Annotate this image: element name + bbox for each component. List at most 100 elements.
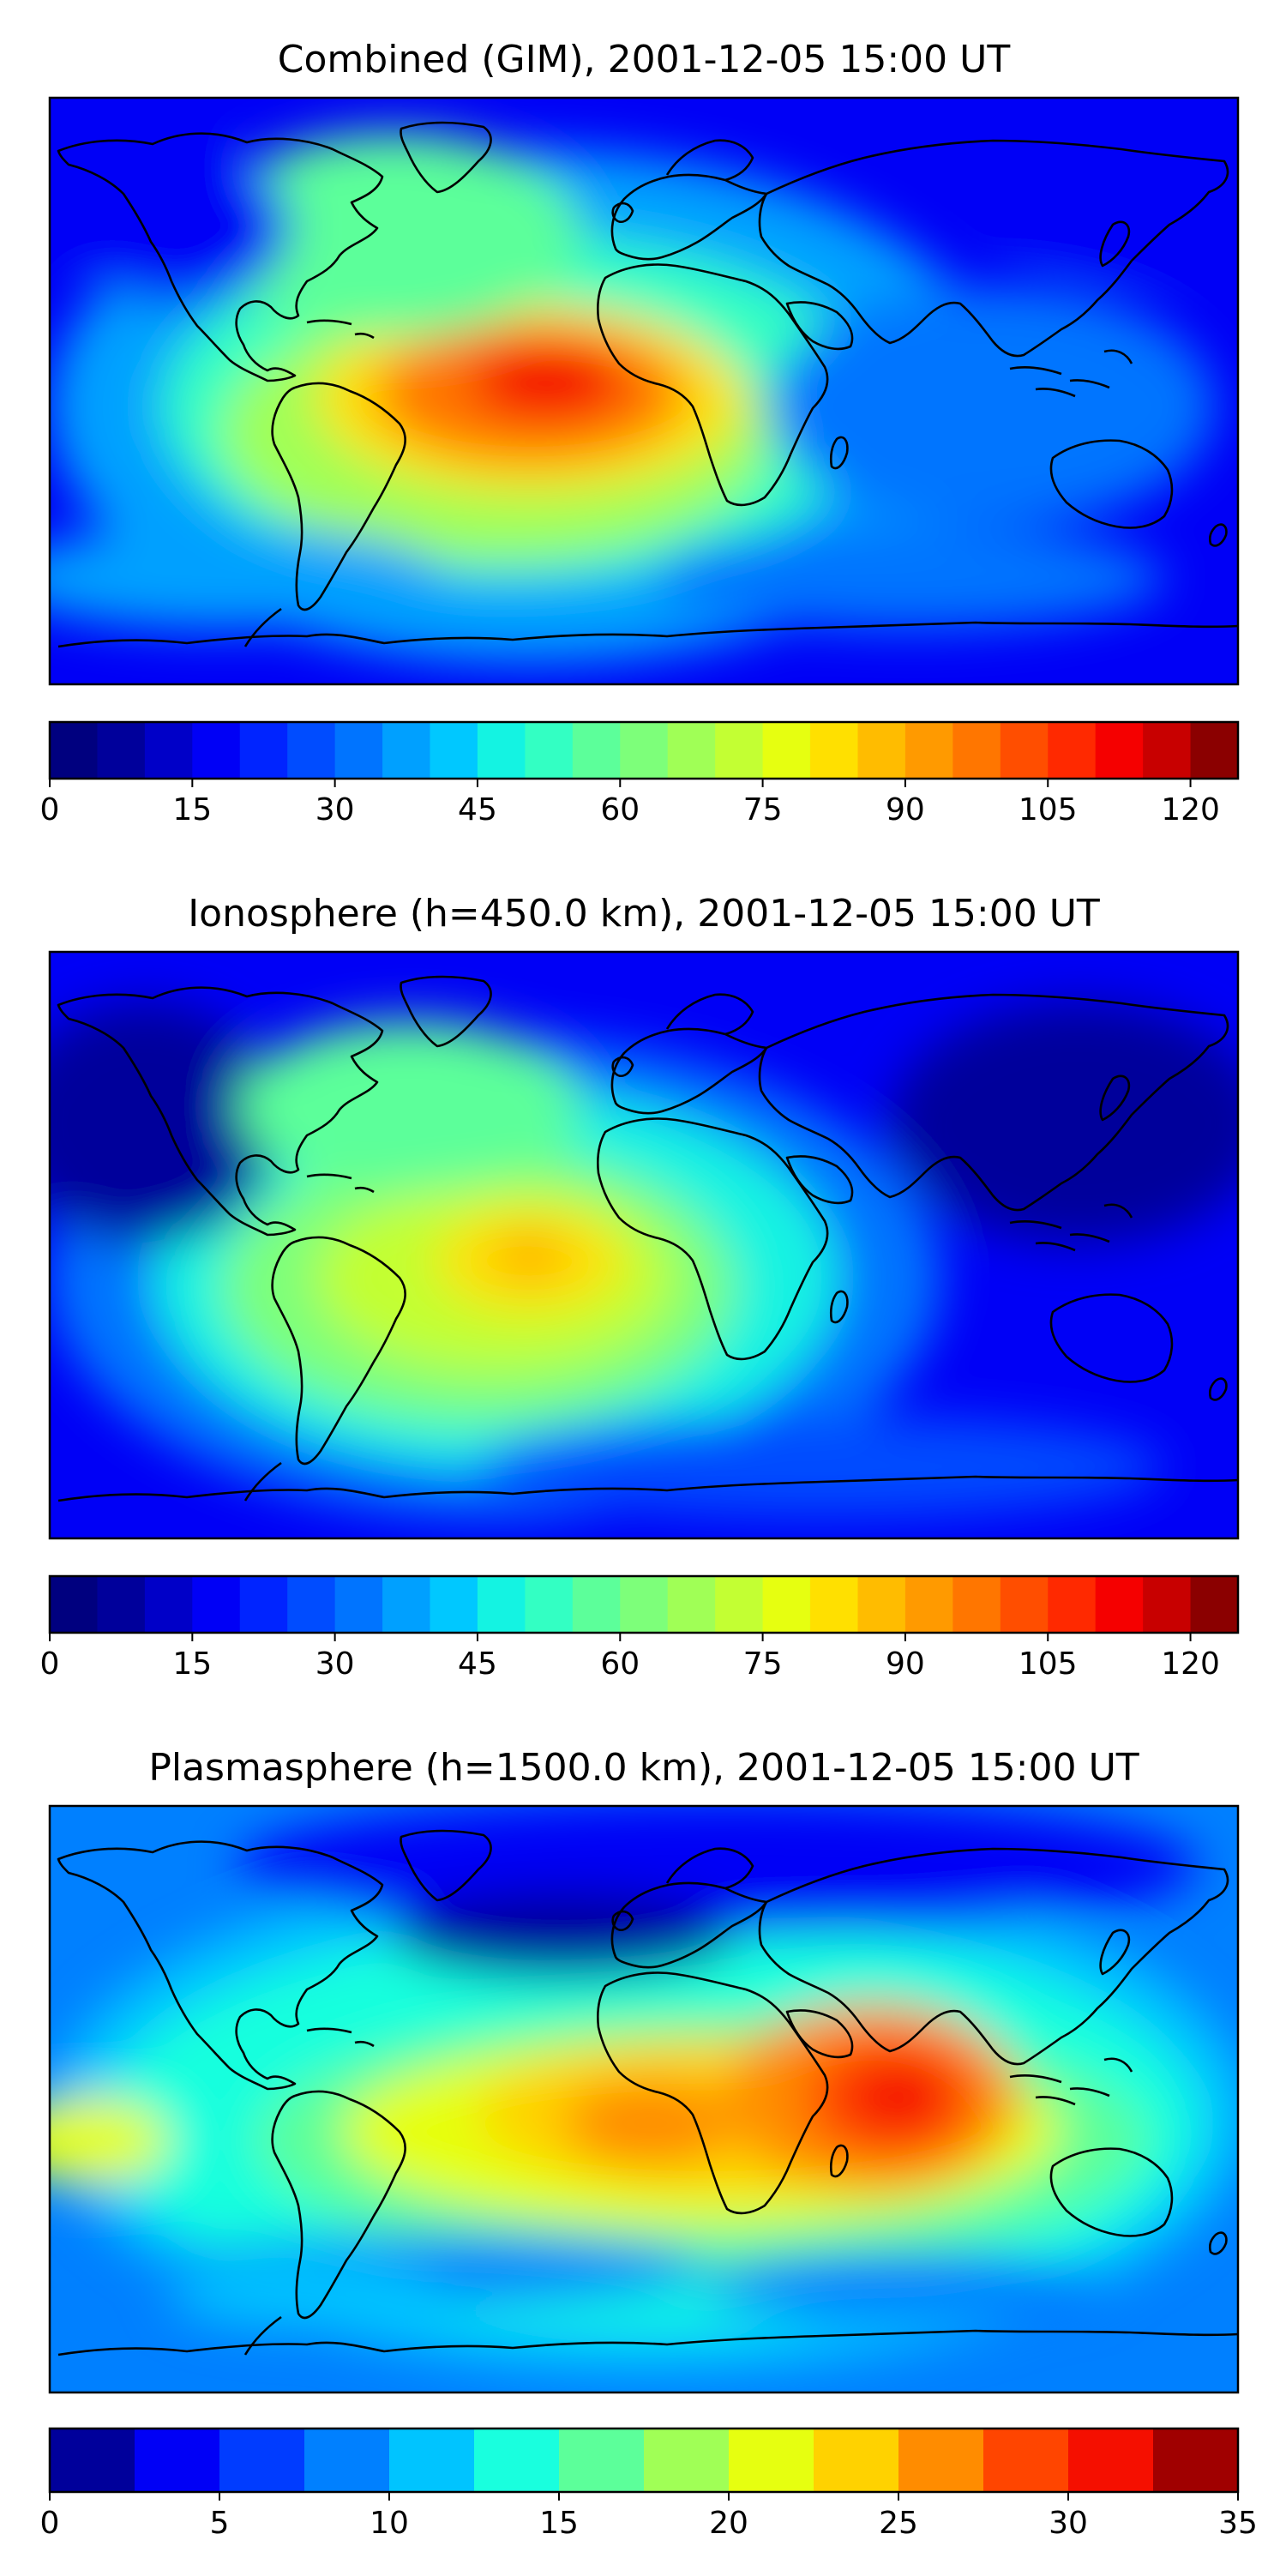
ionosphere-colorbar-segment — [904, 1576, 953, 1633]
combined-colorbar-segment — [97, 722, 146, 779]
ionosphere-colorbar-tick-label: 0 — [40, 1646, 60, 1682]
plasmasphere-title: Plasmasphere (h=1500.0 km), 2001-12-05 1… — [148, 1746, 1139, 1790]
combined-colorbar-tick-label: 30 — [315, 792, 355, 828]
plasmasphere-colorbar-tick-label: 35 — [1218, 2506, 1258, 2541]
plasmasphere-colorbar-segment — [50, 2429, 135, 2492]
combined-colorbar-tick-label: 0 — [40, 792, 60, 828]
combined-colorbar-segment — [477, 722, 526, 779]
ionosphere-colorbar-segment — [1143, 1576, 1192, 1633]
combined-colorbar-segment — [857, 722, 906, 779]
plasmasphere-colorbar-tick-label: 30 — [1049, 2506, 1088, 2541]
plasmasphere-field — [50, 1806, 1238, 2392]
ionosphere-map — [48, 950, 1240, 1540]
combined-colorbar-segment — [715, 722, 764, 779]
plasmasphere-map-frame — [48, 1804, 1240, 2394]
combined-colorbar-tick-label: 45 — [458, 792, 497, 828]
plasmasphere-colorbar-tick-label: 15 — [539, 2506, 579, 2541]
plasmasphere-colorbar-segment — [219, 2429, 305, 2492]
ionosphere-colorbar-segment — [762, 1576, 811, 1633]
ionosphere-colorbar-segment — [952, 1576, 1001, 1633]
plasmasphere-colorbar-segment — [644, 2429, 730, 2492]
plasmasphere-colorbar: 0 5 10 15 20 25 30 35 — [40, 2427, 1258, 2541]
plasmasphere-colorbar-segment — [729, 2429, 814, 2492]
ionosphere-colorbar-segment — [50, 1576, 99, 1633]
combined-colorbar-segment — [762, 722, 811, 779]
plasmasphere-colorbar-segment — [389, 2429, 475, 2492]
ionosphere-colorbar-tick-label: 120 — [1161, 1646, 1220, 1682]
ionosphere-colorbar-segment — [667, 1576, 716, 1633]
combined-colorbar-segment — [192, 722, 241, 779]
ionosphere-colorbar-segment — [430, 1576, 478, 1633]
ionosphere-colorbar-segment — [620, 1576, 669, 1633]
ionosphere-colorbar-segment — [1048, 1576, 1097, 1633]
combined-colorbar-segment — [904, 722, 953, 779]
ionosphere-title: Ionosphere (h=450.0 km), 2001-12-05 15:0… — [188, 892, 1100, 936]
combined-colorbar-segment — [144, 722, 193, 779]
ionosphere-colorbar-segment — [334, 1576, 383, 1633]
combined-colorbar-segment — [334, 722, 383, 779]
plasmasphere-colorbar-segment — [983, 2429, 1069, 2492]
ionosphere-colorbar-segment — [857, 1576, 906, 1633]
plasmasphere-colorbar-tick-label: 0 — [40, 2506, 60, 2541]
plasmasphere-colorbar-tick-label: 5 — [210, 2506, 230, 2541]
combined-colorbar-tick-label: 75 — [743, 792, 783, 828]
plasmasphere-panel: Plasmasphere (h=1500.0 km), 2001-12-05 1… — [40, 1746, 1258, 2541]
combined-colorbar-segment — [525, 722, 574, 779]
ionosphere-map-frame — [48, 950, 1240, 1540]
combined-colorbar-tick-label: 90 — [886, 792, 925, 828]
ionosphere-colorbar-segment — [1190, 1576, 1239, 1633]
combined-field — [50, 98, 1238, 684]
combined-colorbar-segment — [239, 722, 288, 779]
ionosphere-colorbar-segment — [715, 1576, 764, 1633]
plasmasphere-colorbar-tick-label: 10 — [370, 2506, 409, 2541]
combined-colorbar-segment — [572, 722, 621, 779]
ionosphere-colorbar-segment — [525, 1576, 574, 1633]
ionosphere-colorbar-segment — [144, 1576, 193, 1633]
plasmasphere-colorbar-segment — [304, 2429, 390, 2492]
ionosphere-colorbar-segment — [1095, 1576, 1144, 1633]
combined-colorbar-segment — [952, 722, 1001, 779]
plasmasphere-colorbar-segment — [1153, 2429, 1239, 2492]
combined-colorbar-tick-label: 120 — [1161, 792, 1220, 828]
ionosphere-colorbar-segment — [192, 1576, 241, 1633]
plasmasphere-colorbar-tick-label: 25 — [879, 2506, 918, 2541]
ionosphere-colorbar-segment — [97, 1576, 146, 1633]
combined-colorbar-segment — [287, 722, 336, 779]
ionosphere-colorbar-segment — [287, 1576, 336, 1633]
ionosphere-colorbar-segment — [572, 1576, 621, 1633]
combined-colorbar-tick-label: 15 — [172, 792, 212, 828]
combined-panel: Combined (GIM), 2001-12-05 15:00 UT 0 15 30… — [40, 38, 1240, 828]
combined-colorbar-segment — [382, 722, 431, 779]
ionosphere-colorbar-segment — [477, 1576, 526, 1633]
combined-colorbar-segment — [810, 722, 859, 779]
combined-colorbar-segment — [50, 722, 99, 779]
combined-title: Combined (GIM), 2001-12-05 15:00 UT — [278, 38, 1011, 81]
ionosphere-colorbar-segment — [382, 1576, 431, 1633]
combined-map-frame — [48, 96, 1240, 686]
combined-colorbar-segment — [620, 722, 669, 779]
ionosphere-colorbar-tick-label: 45 — [458, 1646, 497, 1682]
combined-colorbar-segment — [1190, 722, 1239, 779]
plasmasphere-colorbar-tick-label: 20 — [709, 2506, 748, 2541]
plasmasphere-colorbar-segment — [1068, 2429, 1154, 2492]
plasmasphere-colorbar-segment — [135, 2429, 220, 2492]
plasmasphere-colorbar-segment — [898, 2429, 984, 2492]
plasmasphere-map — [48, 1804, 1240, 2394]
plasmasphere-colorbar-segment — [814, 2429, 899, 2492]
combined-colorbar-tick-label: 105 — [1019, 792, 1078, 828]
ionosphere-colorbar-segment — [810, 1576, 859, 1633]
plasmasphere-colorbar-segment — [559, 2429, 645, 2492]
combined-colorbar-tick-label: 60 — [600, 792, 640, 828]
combined-colorbar-segment — [667, 722, 716, 779]
combined-colorbar-segment — [430, 722, 478, 779]
ionosphere-field — [50, 952, 1238, 1538]
ionosphere-panel: Ionosphere (h=450.0 km), 2001-12-05 15:0… — [40, 892, 1240, 1682]
combined-colorbar-segment — [1095, 722, 1144, 779]
ionosphere-colorbar-tick-label: 90 — [886, 1646, 925, 1682]
combined-map — [48, 96, 1240, 686]
combined-colorbar-segment — [1000, 722, 1049, 779]
ionosphere-colorbar-tick-label: 30 — [315, 1646, 355, 1682]
ionosphere-colorbar-segment — [1000, 1576, 1049, 1633]
